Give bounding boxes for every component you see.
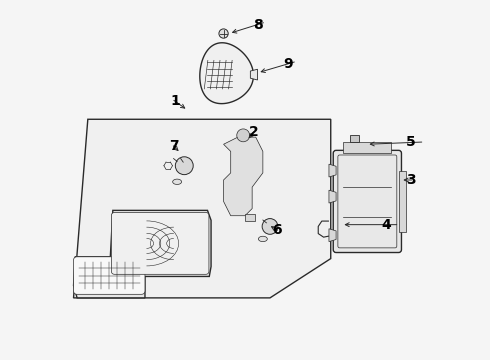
- Text: 1: 1: [171, 94, 180, 108]
- Polygon shape: [223, 137, 263, 216]
- FancyBboxPatch shape: [333, 150, 401, 252]
- Circle shape: [175, 157, 193, 175]
- Ellipse shape: [172, 179, 182, 184]
- Polygon shape: [200, 43, 253, 104]
- Text: 2: 2: [249, 125, 259, 139]
- Text: 3: 3: [406, 173, 416, 187]
- Text: 5: 5: [406, 135, 416, 149]
- Polygon shape: [329, 164, 336, 177]
- Text: 4: 4: [381, 218, 391, 231]
- Polygon shape: [109, 210, 211, 276]
- Circle shape: [237, 129, 249, 142]
- Polygon shape: [74, 119, 331, 298]
- Text: 7: 7: [169, 139, 178, 153]
- Text: 9: 9: [283, 57, 293, 71]
- Polygon shape: [329, 190, 336, 203]
- FancyBboxPatch shape: [74, 257, 145, 294]
- Bar: [245, 214, 255, 221]
- Polygon shape: [329, 229, 336, 242]
- Bar: [350, 135, 359, 143]
- Polygon shape: [74, 257, 145, 298]
- Ellipse shape: [258, 236, 268, 242]
- Text: 6: 6: [272, 223, 282, 237]
- Circle shape: [262, 219, 278, 234]
- FancyBboxPatch shape: [111, 212, 209, 274]
- Text: 8: 8: [253, 18, 262, 32]
- Polygon shape: [398, 171, 406, 232]
- Circle shape: [219, 29, 228, 38]
- Polygon shape: [250, 69, 258, 80]
- Polygon shape: [343, 143, 392, 153]
